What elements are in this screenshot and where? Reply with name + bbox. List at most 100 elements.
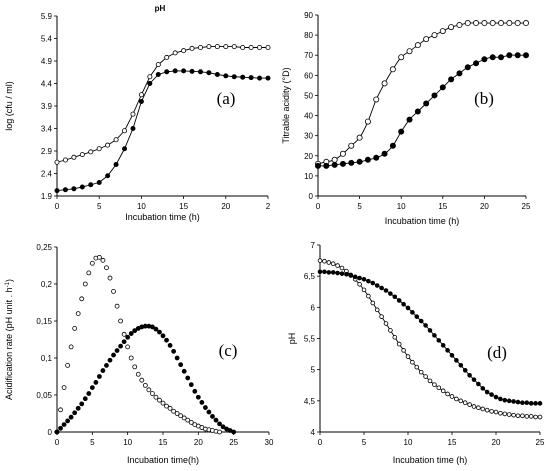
open-data-point bbox=[54, 159, 60, 165]
open-data-point bbox=[88, 149, 94, 155]
filled-data-point bbox=[240, 74, 246, 80]
open-data-point bbox=[105, 142, 111, 148]
open-data-point bbox=[456, 22, 463, 29]
y-axis-label: log (cfu / ml) bbox=[4, 81, 14, 131]
filled-data-point bbox=[392, 294, 398, 300]
y-tick-label: 0,15 bbox=[36, 317, 52, 326]
y-tick-label: 0 bbox=[48, 428, 53, 437]
filled-data-point bbox=[79, 184, 85, 190]
filled-data-point bbox=[523, 52, 530, 59]
filled-data-point bbox=[440, 343, 446, 348]
filled-data-point bbox=[82, 396, 88, 402]
open-data-point bbox=[128, 355, 134, 361]
open-data-point bbox=[206, 44, 212, 50]
panel-a-log-cfu-chart: 1.9 2.4 2.9 3.4 3.9 4.4 4.9 5.4 5.9 0 5 10 15 20 2 Incu… bbox=[4, 4, 271, 222]
filled-data-point bbox=[458, 362, 464, 368]
filled-data-point bbox=[248, 75, 254, 81]
open-data-point bbox=[493, 409, 499, 415]
open-data-point bbox=[178, 413, 184, 419]
filled-data-point bbox=[406, 116, 413, 123]
open-data-point bbox=[331, 156, 338, 163]
filled-data-point bbox=[467, 372, 472, 378]
open-data-point bbox=[71, 154, 77, 160]
x-tick-label: 0 bbox=[316, 202, 321, 211]
open-data-point bbox=[142, 382, 148, 388]
filled-data-point bbox=[454, 358, 459, 363]
filled-data-point bbox=[524, 400, 530, 406]
filled-data-point bbox=[515, 399, 521, 405]
open-data-point bbox=[164, 54, 170, 60]
open-data-point bbox=[361, 287, 367, 293]
filled-data-point bbox=[206, 409, 212, 415]
x-tick-label: 15 bbox=[448, 438, 457, 447]
y-tick-label: 4,5 bbox=[304, 397, 316, 406]
filled-data-point bbox=[445, 348, 450, 353]
open-data-point bbox=[125, 344, 131, 350]
filled-data-point bbox=[125, 334, 131, 340]
filled-data-point bbox=[344, 271, 349, 277]
filled-data-point bbox=[361, 276, 367, 282]
open-data-point bbox=[458, 398, 464, 404]
open-data-point bbox=[185, 417, 191, 423]
x-tick-label: 15 bbox=[438, 202, 447, 211]
open-data-point bbox=[197, 45, 203, 51]
filled-data-point bbox=[104, 362, 109, 368]
filled-data-point bbox=[86, 391, 92, 396]
open-data-point bbox=[498, 20, 505, 27]
x-tick-label: 15 bbox=[179, 202, 188, 211]
filled-data-point bbox=[322, 269, 327, 275]
open-data-point bbox=[326, 260, 332, 265]
open-data-point bbox=[167, 405, 173, 411]
filled-data-point bbox=[462, 367, 468, 373]
open-data-point bbox=[448, 24, 455, 31]
open-data-point bbox=[366, 293, 371, 299]
y-tick-label: 6,5 bbox=[304, 272, 316, 281]
filled-data-point bbox=[118, 343, 123, 349]
open-data-point bbox=[118, 318, 123, 324]
filled-data-point bbox=[195, 394, 201, 400]
filled-data-point bbox=[121, 339, 127, 345]
y-axis-label-end: ) bbox=[4, 279, 14, 282]
open-data-point bbox=[65, 362, 70, 368]
y-tick-label: 50 bbox=[304, 91, 313, 100]
open-data-point bbox=[418, 369, 424, 375]
y-tick-label: 0,1 bbox=[41, 354, 53, 363]
open-data-point bbox=[464, 20, 471, 27]
filled-data-point bbox=[449, 353, 455, 358]
open-data-point bbox=[79, 152, 85, 158]
open-data-point bbox=[257, 45, 263, 51]
filled-data-point bbox=[335, 270, 340, 276]
open-data-point bbox=[147, 74, 153, 80]
open-data-point bbox=[480, 406, 486, 412]
filled-data-point bbox=[96, 179, 102, 185]
filled-data-point bbox=[431, 92, 438, 99]
filled-data-point bbox=[54, 188, 60, 194]
filled-data-point bbox=[122, 146, 128, 152]
panel-b-titrable-acidity-chart: 0 10 20 30 40 50 60 70 80 90 0 5 10 15 20 25 Incubation … bbox=[281, 11, 531, 226]
y-tick-label: 1.9 bbox=[41, 192, 53, 201]
open-data-point bbox=[432, 382, 437, 387]
y-axis-label: pH bbox=[287, 333, 297, 345]
filled-data-point bbox=[128, 331, 134, 336]
x-tick-label: 5 bbox=[362, 438, 367, 447]
open-data-point bbox=[515, 413, 521, 419]
x-tick-label: 20 bbox=[492, 438, 501, 447]
filled-data-point bbox=[330, 270, 336, 275]
y-tick-label: 6 bbox=[311, 303, 316, 312]
open-data-point bbox=[62, 157, 68, 163]
series-line bbox=[317, 22, 526, 165]
open-data-point bbox=[476, 405, 481, 410]
x-tick-label: 10 bbox=[137, 202, 146, 211]
y-axis-label-text: Acidification rate (pH unit . h bbox=[4, 287, 14, 400]
open-data-point bbox=[130, 111, 136, 117]
open-data-point bbox=[231, 44, 237, 50]
filled-data-point bbox=[62, 187, 68, 193]
filled-data-point bbox=[217, 421, 222, 427]
open-data-point bbox=[339, 265, 345, 271]
open-data-point bbox=[86, 270, 92, 276]
open-data-point bbox=[104, 265, 109, 271]
open-data-point bbox=[406, 48, 413, 55]
open-data-point bbox=[427, 378, 433, 384]
open-data-point bbox=[481, 20, 488, 27]
filled-data-point bbox=[265, 75, 271, 81]
